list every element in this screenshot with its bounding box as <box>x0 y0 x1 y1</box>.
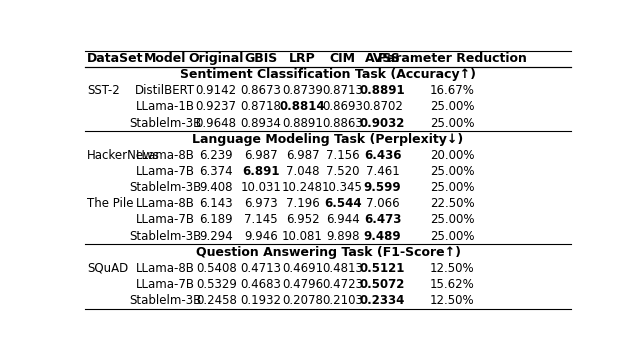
Text: CIM: CIM <box>330 52 356 65</box>
Text: 0.8673: 0.8673 <box>241 84 282 97</box>
Text: 25.00%: 25.00% <box>429 165 474 178</box>
Text: 9.408: 9.408 <box>200 181 233 194</box>
Text: Parameter Reduction: Parameter Reduction <box>378 52 526 65</box>
Text: Language Modeling Task (Perplexity↓): Language Modeling Task (Perplexity↓) <box>193 133 463 146</box>
Text: LRP: LRP <box>289 52 316 65</box>
Text: 25.00%: 25.00% <box>429 116 474 130</box>
Text: LLama-8B: LLama-8B <box>136 262 195 275</box>
Text: 0.9032: 0.9032 <box>360 116 405 130</box>
Text: LLama-7B: LLama-7B <box>136 278 195 291</box>
Text: 6.987: 6.987 <box>244 149 278 162</box>
Text: 0.8718: 0.8718 <box>241 101 282 114</box>
Text: 0.8863: 0.8863 <box>322 116 363 130</box>
Text: 25.00%: 25.00% <box>429 101 474 114</box>
Text: 0.5408: 0.5408 <box>196 262 237 275</box>
Text: 7.066: 7.066 <box>366 197 399 210</box>
Text: 0.8891: 0.8891 <box>282 116 323 130</box>
Text: 6.436: 6.436 <box>364 149 401 162</box>
Text: 7.145: 7.145 <box>244 214 278 227</box>
Text: 9.898: 9.898 <box>326 229 359 243</box>
Text: GBIS: GBIS <box>244 52 278 65</box>
Text: LLama-7B: LLama-7B <box>136 214 195 227</box>
Text: 6.544: 6.544 <box>324 197 362 210</box>
Text: 15.62%: 15.62% <box>429 278 474 291</box>
Text: 25.00%: 25.00% <box>429 214 474 227</box>
Text: SQuAD: SQuAD <box>87 262 128 275</box>
Text: DistilBERT: DistilBERT <box>135 84 195 97</box>
Text: Original: Original <box>189 52 244 65</box>
Text: Model: Model <box>144 52 186 65</box>
Text: 6.239: 6.239 <box>200 149 233 162</box>
Text: 0.8814: 0.8814 <box>280 101 325 114</box>
Text: LLama-8B: LLama-8B <box>136 197 195 210</box>
Text: 0.2103: 0.2103 <box>322 294 363 307</box>
Text: 0.4691: 0.4691 <box>282 262 323 275</box>
Text: 0.8891: 0.8891 <box>360 84 406 97</box>
Text: 0.9648: 0.9648 <box>196 116 237 130</box>
Text: 0.4713: 0.4713 <box>241 262 282 275</box>
Text: 9.599: 9.599 <box>364 181 401 194</box>
Text: 7.461: 7.461 <box>366 165 399 178</box>
Text: 20.00%: 20.00% <box>429 149 474 162</box>
Text: 0.4723: 0.4723 <box>322 278 363 291</box>
Text: Question Answering Task (F1-Score↑): Question Answering Task (F1-Score↑) <box>195 246 461 259</box>
Text: Sentiment Classification Task (Accuracy↑): Sentiment Classification Task (Accuracy↑… <box>180 68 476 81</box>
Text: 0.2334: 0.2334 <box>360 294 405 307</box>
Text: 0.1932: 0.1932 <box>241 294 282 307</box>
Text: 10.031: 10.031 <box>241 181 282 194</box>
Text: 0.5121: 0.5121 <box>360 262 405 275</box>
Text: 25.00%: 25.00% <box>429 229 474 243</box>
Text: 0.9237: 0.9237 <box>196 101 237 114</box>
Text: LLama-8B: LLama-8B <box>136 149 195 162</box>
Text: LLama-1B: LLama-1B <box>136 101 195 114</box>
Text: LLama-7B: LLama-7B <box>136 165 195 178</box>
Text: The Pile: The Pile <box>87 197 134 210</box>
Text: 6.143: 6.143 <box>200 197 233 210</box>
Text: 6.973: 6.973 <box>244 197 278 210</box>
Text: 0.4796: 0.4796 <box>282 278 323 291</box>
Text: 0.8739: 0.8739 <box>282 84 323 97</box>
Text: 9.294: 9.294 <box>199 229 233 243</box>
Text: 0.8934: 0.8934 <box>241 116 282 130</box>
Text: Stablelm-3B: Stablelm-3B <box>129 181 202 194</box>
Text: HackerNews: HackerNews <box>87 149 160 162</box>
Text: 0.8693: 0.8693 <box>322 101 363 114</box>
Text: 22.50%: 22.50% <box>429 197 474 210</box>
Text: 0.8713: 0.8713 <box>322 84 363 97</box>
Text: 12.50%: 12.50% <box>429 294 474 307</box>
Text: 10.345: 10.345 <box>322 181 363 194</box>
Text: 0.4683: 0.4683 <box>241 278 282 291</box>
Text: 9.946: 9.946 <box>244 229 278 243</box>
Text: 25.00%: 25.00% <box>429 181 474 194</box>
Text: 0.2078: 0.2078 <box>282 294 323 307</box>
Text: DataSet: DataSet <box>87 52 143 65</box>
Text: 0.5072: 0.5072 <box>360 278 405 291</box>
Text: 7.156: 7.156 <box>326 149 360 162</box>
Text: 7.048: 7.048 <box>285 165 319 178</box>
Text: 6.891: 6.891 <box>243 165 280 178</box>
Text: 6.944: 6.944 <box>326 214 360 227</box>
Text: 10.248: 10.248 <box>282 181 323 194</box>
Text: SST-2: SST-2 <box>87 84 120 97</box>
Text: 0.5329: 0.5329 <box>196 278 237 291</box>
Text: 0.4813: 0.4813 <box>322 262 363 275</box>
Text: 6.374: 6.374 <box>200 165 233 178</box>
Text: 12.50%: 12.50% <box>429 262 474 275</box>
Text: 6.987: 6.987 <box>285 149 319 162</box>
Text: AVSS: AVSS <box>365 52 401 65</box>
Text: 6.473: 6.473 <box>364 214 401 227</box>
Text: 0.2458: 0.2458 <box>196 294 237 307</box>
Text: 16.67%: 16.67% <box>429 84 474 97</box>
Text: Stablelm-3B: Stablelm-3B <box>129 229 202 243</box>
Text: 0.9142: 0.9142 <box>196 84 237 97</box>
Text: 6.952: 6.952 <box>285 214 319 227</box>
Text: 9.489: 9.489 <box>364 229 401 243</box>
Text: 6.189: 6.189 <box>200 214 233 227</box>
Text: 7.520: 7.520 <box>326 165 359 178</box>
Text: 10.081: 10.081 <box>282 229 323 243</box>
Text: 7.196: 7.196 <box>285 197 319 210</box>
Text: 0.8702: 0.8702 <box>362 101 403 114</box>
Text: Stablelm-3B: Stablelm-3B <box>129 294 202 307</box>
Text: Stablelm-3B: Stablelm-3B <box>129 116 202 130</box>
